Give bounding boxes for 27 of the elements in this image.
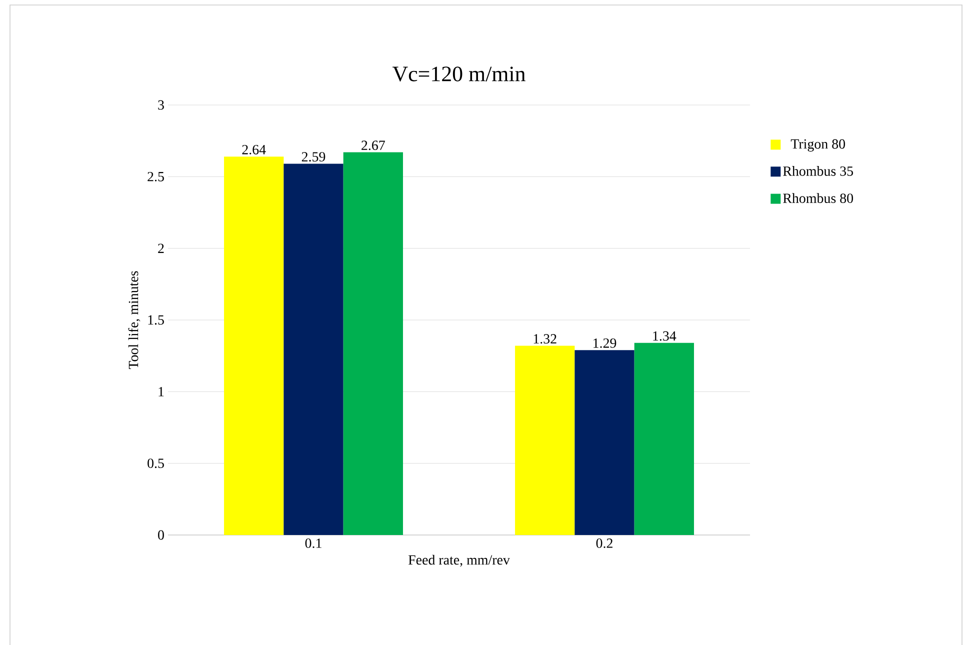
data-label: 1.32 (534, 334, 556, 344)
x-axis-title: Feed rate, mm/rev (408, 554, 510, 567)
y-tick-label: 2.5 (148, 172, 164, 182)
legend-label: Rhombus 35 (783, 166, 854, 176)
y-tick-label: 1.5 (148, 315, 164, 325)
data-label: 2.59 (302, 152, 326, 162)
x-tick-label: 0.1 (305, 538, 322, 548)
y-tick-label: 3 (158, 100, 164, 110)
y-tick-label: 0 (158, 530, 164, 540)
y-axis-title: Tool life, minutes (128, 271, 140, 370)
y-tick-label: 2 (158, 244, 164, 253)
bar (284, 164, 344, 535)
data-label: 1.29 (594, 338, 616, 348)
y-tick-label: 1 (158, 387, 164, 396)
data-label: 2.64 (242, 144, 266, 154)
bar (574, 350, 634, 535)
chart-title: Vc=120 m/min (392, 66, 526, 82)
y-tick-label: 0.5 (148, 458, 164, 468)
x-tick-label: 0.2 (596, 538, 612, 548)
data-label: 1.34 (653, 331, 676, 341)
legend-label: Trigon 80 (790, 139, 846, 152)
bar (634, 342, 694, 535)
bar (515, 346, 575, 535)
data-label: 2.67 (362, 140, 385, 150)
bar (224, 156, 284, 535)
bar (343, 152, 403, 535)
legend-label: Rhombus 80 (783, 193, 854, 204)
